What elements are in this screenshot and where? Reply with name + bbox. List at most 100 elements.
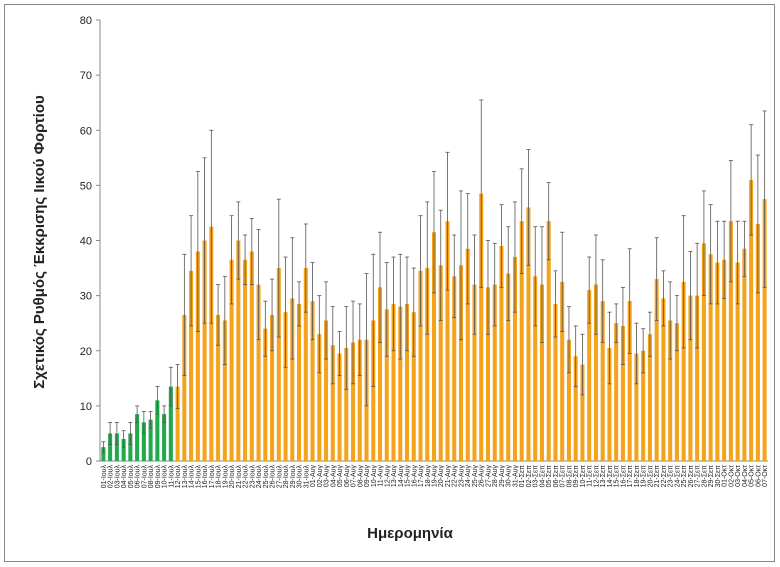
bar [371, 320, 376, 461]
x-tick-label: 12-Αυγ [384, 465, 391, 488]
x-tick-label: 01-Ιουλ [101, 465, 108, 489]
x-tick-label: 07-Ιουλ [141, 465, 148, 489]
x-tick-label: 18-Σεπ [634, 465, 641, 488]
x-tick-label: 14-Ιουλ [189, 465, 196, 489]
bar [141, 422, 146, 461]
bar [168, 386, 173, 461]
bar [499, 246, 504, 461]
bar [452, 276, 457, 461]
x-tick-label: 01-Αυγ [310, 465, 317, 488]
y-tick-label: 20 [80, 346, 92, 358]
x-tick-label: 01-Οκτ [722, 465, 729, 487]
bar [135, 414, 140, 461]
bar [553, 303, 558, 461]
x-tick-label: 06-Σεπ [553, 465, 560, 488]
x-tick-label: 15-Ιουλ [195, 465, 202, 489]
x-tick-label: 22-Σεπ [661, 465, 668, 488]
x-tick-label: 12-Σεπ [593, 465, 600, 488]
bar [431, 232, 437, 461]
x-tick-label: 02-Οκτ [728, 465, 735, 487]
bar [182, 314, 187, 461]
bar [701, 243, 706, 461]
bar [580, 364, 585, 461]
y-axis-label: Σχετικός Ρυθμός Έκκρισης Ιικού Φορτίου [31, 95, 48, 389]
bar [485, 287, 491, 461]
x-tick-label: 06-Οκτ [755, 465, 762, 487]
bar [722, 259, 727, 461]
x-tick-label: 10-Αυγ [371, 465, 378, 488]
bar [620, 325, 625, 461]
bar [195, 251, 200, 461]
bar [404, 303, 410, 461]
bar [512, 257, 517, 461]
bar [344, 347, 349, 461]
bar [121, 438, 126, 461]
x-tick-label: 20-Αυγ [438, 465, 445, 488]
bar [661, 298, 666, 461]
y-tick-label: 50 [80, 180, 92, 192]
bar [647, 334, 652, 461]
x-tick-label: 07-Οκτ [762, 465, 769, 487]
bar [189, 270, 194, 461]
bar [297, 303, 302, 461]
bar [256, 284, 261, 461]
x-tick-label: 17-Ιουλ [209, 465, 216, 489]
x-tick-label: 23-Ιουλ [249, 465, 256, 489]
bar [539, 284, 544, 461]
bar [607, 347, 612, 461]
x-tick-label: 28-Σεπ [701, 465, 708, 488]
x-tick-label: 07-Αυγ [351, 465, 358, 488]
x-tick-label: 17-Αυγ [418, 465, 425, 488]
x-tick-label: 03-Ιουλ [114, 465, 121, 489]
x-tick-label: 09-Σεπ [573, 465, 580, 488]
bar [506, 273, 511, 461]
bar [128, 433, 133, 461]
bar [351, 342, 356, 461]
x-tick-label: 13-Αυγ [391, 465, 398, 488]
bar [573, 356, 578, 461]
x-tick-label: 09-Ιουλ [155, 465, 162, 489]
bar [391, 303, 396, 461]
bar [668, 320, 673, 461]
bar [229, 259, 234, 461]
bar [546, 221, 551, 461]
x-tick-label: 05-Αυγ [337, 465, 344, 488]
bar [114, 433, 119, 461]
x-tick-label: 11-Αυγ [378, 465, 385, 487]
bar [357, 339, 362, 461]
y-tick-label: 60 [80, 125, 92, 137]
bar [108, 433, 113, 461]
chart-frame [4, 4, 775, 562]
bar [148, 419, 153, 461]
x-tick-label: 26-Αυγ [479, 465, 486, 488]
x-tick-label: 29-Σεπ [708, 465, 715, 488]
bar [708, 254, 713, 461]
x-tick-label: 08-Ιουλ [148, 465, 155, 489]
x-tick-label: 21-Ιουλ [236, 465, 243, 489]
x-tick-label: 06-Ιουλ [135, 465, 142, 489]
x-tick-label: 30-Ιουλ [297, 465, 304, 489]
x-tick-label: 31-Ιουλ [303, 465, 310, 489]
x-tick-label: 19-Αυγ [432, 465, 439, 488]
bar [411, 312, 416, 461]
bar [715, 262, 720, 461]
x-tick-label: 24-Σεπ [674, 465, 681, 488]
bar [742, 248, 747, 461]
x-tick-label: 19-Ιουλ [222, 465, 229, 489]
bar [175, 386, 180, 461]
bar [101, 447, 106, 461]
bar [654, 279, 659, 461]
x-tick-label: 29-Ιουλ [290, 465, 297, 489]
bar [236, 240, 241, 461]
x-tick-label: 03-Οκτ [735, 465, 742, 487]
x-tick-label: 29-Αυγ [499, 465, 506, 488]
x-tick-label: 11-Ιουλ [168, 465, 175, 488]
bar [337, 353, 342, 461]
x-tick-label: 02-Ιουλ [108, 465, 115, 489]
bar [472, 284, 477, 461]
x-tick-label: 11-Σεπ [587, 465, 594, 487]
x-tick-label: 13-Ιουλ [182, 465, 189, 489]
y-tick-label: 30 [80, 291, 92, 303]
y-tick-label: 40 [80, 236, 92, 248]
